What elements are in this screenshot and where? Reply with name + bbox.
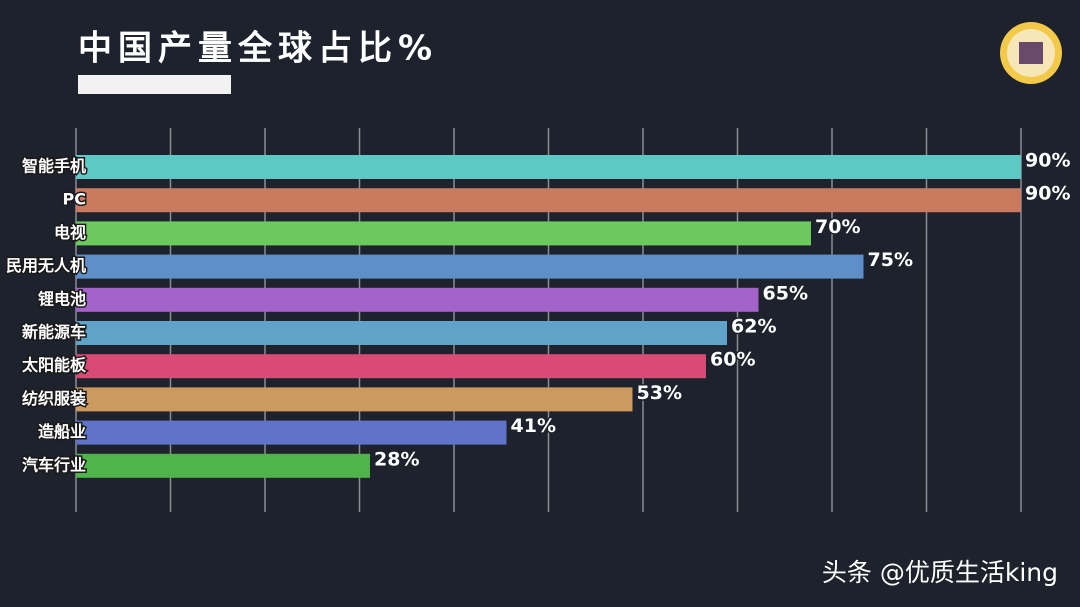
y-tick-label: 新能源车 bbox=[22, 323, 86, 342]
y-tick-label: PC bbox=[63, 190, 86, 209]
value-label: 65% bbox=[763, 282, 808, 304]
value-label: 53% bbox=[637, 382, 682, 404]
value-label: 90% bbox=[1025, 150, 1070, 172]
y-tick-label: 造船业 bbox=[38, 422, 86, 441]
logo bbox=[1000, 22, 1062, 84]
watermark: 头条 @优质生活king bbox=[822, 558, 1058, 587]
bar bbox=[76, 287, 759, 312]
bar bbox=[76, 155, 1021, 179]
y-tick-label: 纺织服装 bbox=[22, 389, 86, 408]
bar bbox=[76, 420, 507, 445]
y-tick-label: 智能手机 bbox=[22, 157, 86, 176]
value-label: 62% bbox=[731, 316, 776, 338]
y-tick-label: 民用无人机 bbox=[6, 256, 86, 275]
title-underline bbox=[78, 75, 231, 94]
value-label: 41% bbox=[511, 415, 556, 437]
y-tick-label: 电视 bbox=[54, 223, 86, 242]
value-label: 70% bbox=[815, 216, 860, 238]
bar bbox=[76, 221, 811, 246]
y-tick-label: 汽车行业 bbox=[22, 455, 86, 474]
bar bbox=[76, 387, 633, 412]
chart-title: 中国产量全球占比% bbox=[78, 29, 438, 69]
bar bbox=[76, 188, 1021, 213]
bar bbox=[76, 453, 370, 478]
y-tick-label: 太阳能板 bbox=[21, 356, 87, 375]
value-label: 90% bbox=[1025, 183, 1070, 205]
value-label: 28% bbox=[374, 448, 419, 470]
value-label: 60% bbox=[710, 349, 755, 371]
value-label: 75% bbox=[868, 249, 913, 271]
y-tick-label: 锂电池 bbox=[38, 289, 86, 308]
bar bbox=[76, 321, 727, 345]
bar bbox=[76, 254, 864, 279]
bar bbox=[76, 354, 706, 379]
